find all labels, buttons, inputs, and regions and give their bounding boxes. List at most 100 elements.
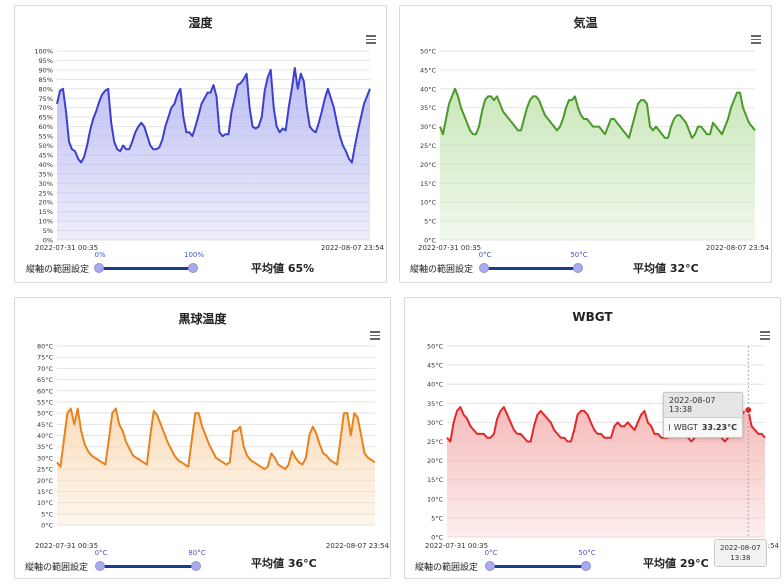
y-tick-label: 60% <box>39 123 53 131</box>
chart-panel-globe-temperature: 黒球温度 0°C 5°C 10°C 15°C 20°C 25°C 30°C 35°C 40°C 4… <box>14 297 391 579</box>
series-line <box>56 407 376 471</box>
y-tick-label: 0°C <box>41 522 53 530</box>
range-setting-label: 縦軸の範囲設定 <box>25 563 89 573</box>
y-tick-label: 65°C <box>37 376 54 384</box>
y-tick-label: 20°C <box>420 161 437 169</box>
hamburger-menu-icon[interactable] <box>370 331 380 342</box>
y-tick-label: 80°C <box>37 343 54 351</box>
x-start-label: 2022-07-31 00:35 <box>425 542 488 550</box>
y-tick-label: 25°C <box>37 466 54 474</box>
range-slider[interactable]: 0°C 80°C <box>95 549 206 571</box>
series-dot-icon <box>669 424 670 431</box>
slider-min-label: 0°C <box>478 251 492 259</box>
slider-min-label: 0°C <box>94 549 108 557</box>
y-tick-label: 20°C <box>427 457 444 465</box>
y-tick-label: 35% <box>39 170 53 178</box>
y-tick-label: 45% <box>39 151 53 159</box>
y-tick-label: 35°C <box>37 443 54 451</box>
y-tick-label: 5°C <box>431 514 443 522</box>
x-end-label: 2022-08-07 23:54 <box>326 542 390 550</box>
slider-min-handle[interactable]: 0°C <box>95 549 107 571</box>
slider-max-handle[interactable]: 100% <box>184 251 204 273</box>
chart-plot: 0°C 5°C 10°C 15°C 20°C 25°C 30°C 35°C 40°C 45°C 50… <box>418 48 770 253</box>
y-tick-label: 40°C <box>420 85 437 93</box>
hamburger-menu-icon[interactable] <box>366 35 376 46</box>
y-tick-label: 5°C <box>424 218 436 226</box>
hamburger-menu-icon[interactable] <box>760 331 770 342</box>
series-line <box>56 67 371 164</box>
y-tick-label: 75% <box>39 95 53 103</box>
slider-min-label: 0% <box>94 251 106 259</box>
slider-min-handle[interactable]: 0°C <box>485 549 497 571</box>
x-start-label: 2022-07-31 00:35 <box>35 244 98 252</box>
y-tick-label: 0% <box>43 237 53 245</box>
slider-max-label: 50°C <box>578 549 596 557</box>
y-tick-label: 10°C <box>420 199 437 207</box>
x-end-label: 2022-08-07 23:54 <box>706 244 770 252</box>
crosshair-x-date: 2022-08-07 <box>720 544 761 552</box>
y-tick-label: 40°C <box>427 381 444 389</box>
range-setting-label: 縦軸の範囲設定 <box>26 265 90 275</box>
y-tick-label: 5% <box>43 227 53 235</box>
chart-title: WBGT <box>572 310 613 324</box>
y-tick-label: 25°C <box>420 142 437 150</box>
y-tick-label: 40% <box>39 161 53 169</box>
slider-min-handle[interactable]: 0°C <box>479 251 491 273</box>
y-tick-label: 20°C <box>37 477 54 485</box>
x-end-label: 2022-08-07 23:54 <box>321 244 385 252</box>
y-tick-label: 50°C <box>37 410 54 418</box>
x-start-label: 2022-07-31 00:35 <box>418 244 481 252</box>
chart-panel-wbgt: WBGT 0°C 5°C 10°C 15°C 20°C 25°C 30°C 35°C 40°C 4… <box>404 297 781 579</box>
range-slider[interactable]: 0°C 50°C <box>479 251 588 273</box>
average-value: 平均値 32°C <box>633 262 699 275</box>
y-tick-label: 40°C <box>37 432 54 440</box>
chart-plot: 0°C 5°C 10°C 15°C 20°C 25°C 30°C 35°C 40°C 45°C 50… <box>35 343 390 551</box>
y-tick-label: 10°C <box>37 499 54 507</box>
crosshair-x-time: 13:38 <box>730 554 751 562</box>
y-tick-label: 10% <box>39 218 53 226</box>
y-tick-label: 30% <box>39 180 53 188</box>
tooltip-date: 2022-08-07 13:38 <box>664 393 742 418</box>
y-tick-label: 15°C <box>420 180 437 188</box>
y-tick-label: 95% <box>39 57 53 65</box>
y-tick-label: 25% <box>39 189 53 197</box>
tooltip-row: WBGT 33.23°C <box>664 418 742 437</box>
slider-max-handle[interactable]: 50°C <box>578 549 596 571</box>
chart-panel-humidity: 湿度 0% 5% 10% 15% 20% 25% 30% 35% 40% 45% 50% 55% 60%… <box>14 5 387 283</box>
y-tick-label: 45°C <box>427 362 444 370</box>
slider-max-label: 80°C <box>188 549 206 557</box>
y-tick-label: 50% <box>39 142 53 150</box>
y-tick-label: 30°C <box>420 123 437 131</box>
highlight-point <box>744 406 753 415</box>
hamburger-menu-icon[interactable] <box>751 35 761 46</box>
y-tick-label: 25°C <box>427 438 444 446</box>
slider-max-handle[interactable]: 50°C <box>570 251 588 273</box>
y-tick-label: 85% <box>39 76 53 84</box>
series-area <box>57 408 375 525</box>
slider-min-handle[interactable]: 0% <box>94 251 106 273</box>
slider-track <box>99 267 193 270</box>
slider-min-label: 0°C <box>484 549 498 557</box>
data-tooltip: 2022-08-07 13:38 WBGT 33.23°C <box>663 392 743 438</box>
range-slider[interactable]: 0% 100% <box>94 251 204 273</box>
y-tick-label: 55% <box>39 133 53 141</box>
range-slider[interactable]: 0°C 50°C <box>485 549 596 571</box>
crosshair-x-label: 2022-08-07 13:38 <box>714 539 767 567</box>
y-tick-label: 30°C <box>427 419 444 427</box>
y-tick-label: 90% <box>39 66 53 74</box>
series-area <box>440 88 755 240</box>
chart-plot: 0% 5%10% 15%20% 25%30% 35%40% 45%50%55% 60%65%… <box>34 48 385 253</box>
x-start-label: 2022-07-31 00:35 <box>35 542 98 550</box>
slider-max-handle[interactable]: 80°C <box>188 549 206 571</box>
y-tick-label: 0°C <box>424 237 436 245</box>
average-value: 平均値 29°C <box>643 557 709 570</box>
y-tick-label: 50°C <box>427 343 444 351</box>
y-tick-label: 55°C <box>37 398 54 406</box>
y-tick-label: 0°C <box>431 534 443 542</box>
series-line <box>439 87 756 139</box>
series-area <box>447 407 765 537</box>
y-tick-label: 65% <box>39 114 53 122</box>
y-tick-label: 15°C <box>37 488 54 496</box>
y-tick-label: 70°C <box>37 365 54 373</box>
chart-plot: 0°C 5°C 10°C 15°C 20°C 25°C 30°C 35°C 40°C 45°C 50… <box>425 343 780 551</box>
